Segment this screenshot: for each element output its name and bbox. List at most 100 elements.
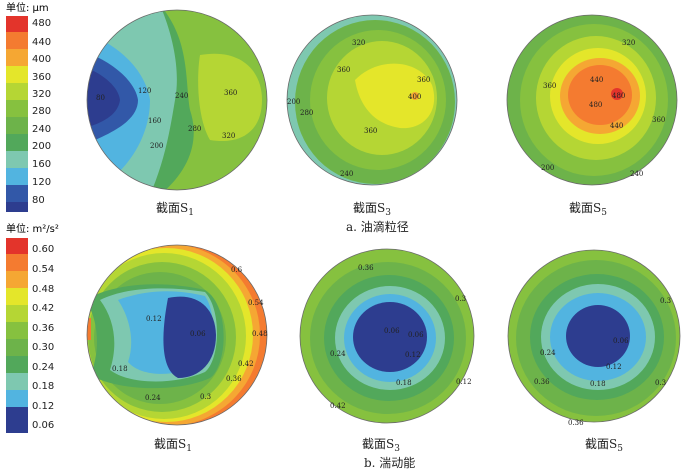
- contour-label: 240: [175, 92, 188, 100]
- colorbar-tick: 440: [32, 37, 51, 48]
- section-label-s1: 截面S1: [156, 201, 194, 218]
- colorbar-tick: 240: [32, 124, 51, 135]
- contour-label: 0.42: [330, 402, 346, 410]
- colorbar-tick: 0.18: [32, 381, 54, 392]
- contour-label: 360: [337, 66, 350, 74]
- contour-label: 0.36: [226, 375, 242, 383]
- contour-droplet-s3: 320 360 360 400 280 360 200 240: [286, 14, 458, 186]
- contour-label: 360: [652, 116, 665, 124]
- contour-label: 0.24: [145, 394, 161, 402]
- colorbar-swatch: [6, 202, 28, 212]
- contour-label: 0.18: [112, 365, 128, 373]
- colorbar-tick: 200: [32, 141, 51, 152]
- contour-label: 0.36: [568, 419, 584, 427]
- contour-label: 360: [543, 82, 556, 90]
- colorbar-swatch: [6, 100, 28, 117]
- caption-a: a. 油滴粒径: [346, 219, 409, 234]
- colorbar-swatch: [6, 49, 28, 66]
- colorbar-tick: 160: [32, 159, 51, 170]
- contour-label: 0.3: [660, 297, 671, 305]
- contour-label: 0.6: [231, 266, 243, 274]
- colorbar-swatch: [6, 339, 28, 356]
- contour-label: 240: [630, 170, 643, 178]
- contour-label: 400: [408, 93, 421, 101]
- contour-label: 0.06: [190, 330, 206, 338]
- contour-label: 480: [612, 92, 625, 100]
- colorbar-swatch: [6, 66, 28, 83]
- contour-label: 0.06: [384, 327, 400, 335]
- contour-label: 440: [590, 76, 603, 84]
- colorbar-droplet-size: 单位: μm 480 440 400 360 320 280 240 200 1…: [6, 1, 51, 212]
- colorbar-swatch: [6, 16, 28, 32]
- colorbar-tick: 0.30: [32, 342, 54, 353]
- caption-b: b. 湍动能: [364, 456, 415, 470]
- section-label-s5-b: 截面S5: [585, 437, 623, 454]
- contour-tke-s5: 0.3 0.06 0.12 0.24 0.36 0.18 0.3 0.36: [507, 249, 681, 427]
- colorbar-turbulent-kinetic-energy: 单位: m²/s² 0.60 0.54 0.48 0.42 0.36 0.30 …: [6, 222, 59, 433]
- colorbar-tick: 360: [32, 72, 51, 83]
- colorbar-swatch: [6, 83, 28, 100]
- contour-label: 0.24: [540, 349, 556, 357]
- contour-tke-s1: 0.6 0.54 0.48 0.42 0.36 0.3 0.24 0.18 0.…: [86, 244, 268, 426]
- colorbar-swatch: [6, 151, 28, 168]
- contour-label: 360: [417, 76, 430, 84]
- contour-label: 360: [224, 89, 237, 97]
- contour-label: 0.42: [238, 360, 254, 368]
- contour-droplet-s1: 80 120 160 200 240 280 320 360: [86, 9, 268, 191]
- contour-label: 0.06: [408, 331, 424, 339]
- contour-label: 480: [589, 101, 602, 109]
- contour-label: 0.3: [455, 295, 466, 303]
- contour-label: 0.36: [358, 264, 374, 272]
- colorbar-swatch: [6, 373, 28, 390]
- colorbar-swatch: [6, 390, 28, 407]
- contour-tke-s3: 0.36 0.3 0.06 0.06 0.12 0.24 0.18 0.12 0…: [299, 248, 475, 424]
- colorbar-tick: 0.42: [32, 303, 54, 314]
- contour-droplet-s5: 320 360 440 480 480 440 360 200 240: [506, 14, 678, 186]
- contour-label: 0.36: [534, 378, 550, 386]
- colorbar-tick: 320: [32, 89, 51, 100]
- contour-label: 200: [150, 142, 163, 150]
- contour-label: 320: [622, 39, 635, 47]
- contour-label: 80: [96, 94, 105, 102]
- contour-label: 0.12: [456, 378, 472, 386]
- contour-label: 0.54: [248, 299, 264, 307]
- colorbar-tick: 0.48: [32, 284, 54, 295]
- contour-label: 0.3: [200, 393, 211, 401]
- contour-label: 320: [352, 39, 365, 47]
- contour-label: 200: [287, 98, 300, 106]
- contour-label: 0.48: [252, 330, 268, 338]
- section-label-s3: 截面S3: [353, 201, 391, 218]
- colorbar-swatch: [6, 305, 28, 322]
- colorbar-swatch: [6, 407, 28, 433]
- contour-label: 0.12: [606, 363, 622, 371]
- colorbar-tick: 280: [32, 106, 51, 117]
- colorbar-swatch: [6, 238, 28, 254]
- colorbar-swatch: [6, 254, 28, 271]
- section-label-s3-b: 截面S3: [362, 437, 400, 454]
- contour-label: 240: [340, 170, 353, 178]
- colorbar-tick: 0.06: [32, 420, 54, 431]
- colorbar-swatch: [6, 271, 28, 288]
- colorbar-tick: 80: [32, 195, 45, 206]
- contour-label: 160: [148, 117, 161, 125]
- contour-label: 0.18: [590, 380, 606, 388]
- colorbar-tke-unit: 单位: m²/s²: [6, 222, 59, 235]
- contour-label: 280: [300, 109, 313, 117]
- colorbar-tick: 0.12: [32, 401, 54, 412]
- colorbar-swatch: [6, 168, 28, 185]
- contour-label: 0.18: [396, 379, 412, 387]
- contour-label: 0.24: [330, 350, 346, 358]
- colorbar-tick: 0.60: [32, 244, 54, 255]
- contour-label: 320: [222, 132, 235, 140]
- colorbar-swatch: [6, 356, 28, 373]
- colorbar-tick: 400: [32, 54, 51, 65]
- contour-label: 360: [364, 127, 377, 135]
- contour-label: 120: [138, 87, 151, 95]
- contour-label: 200: [541, 164, 554, 172]
- contour-label: 0.12: [405, 351, 421, 359]
- colorbar-swatch: [6, 185, 28, 202]
- section-label-s5: 截面S5: [569, 201, 607, 218]
- colorbar-droplet-unit: 单位: μm: [6, 1, 49, 14]
- colorbar-tick: 480: [32, 18, 51, 29]
- colorbar-swatch: [6, 134, 28, 151]
